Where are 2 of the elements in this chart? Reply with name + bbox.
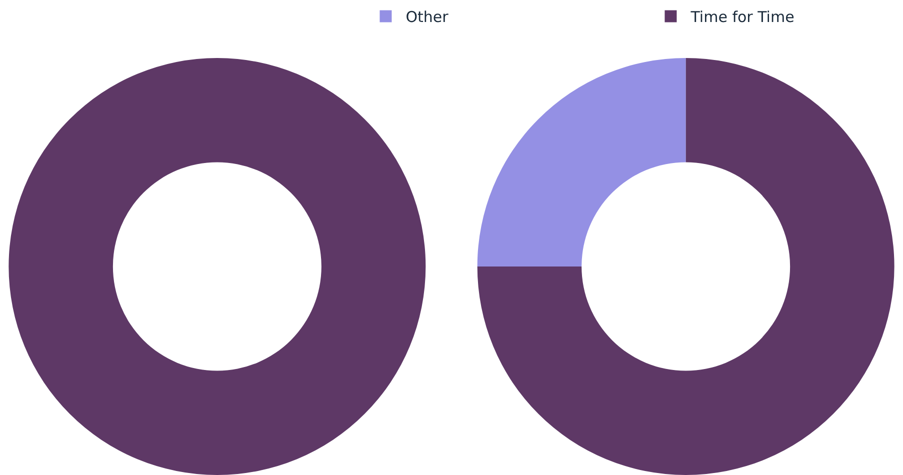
legend-label: Other [406,8,450,26]
legend-label: Time for Time [690,8,794,26]
